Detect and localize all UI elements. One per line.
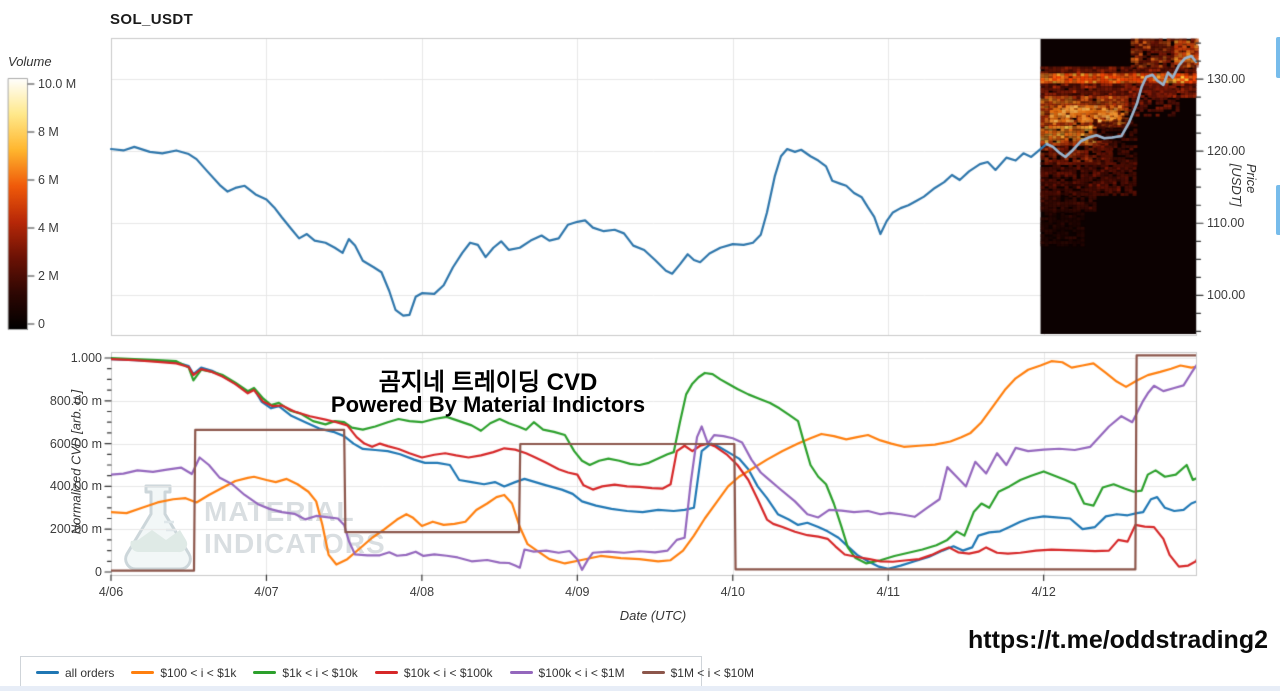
price-tick-label: 100.00 bbox=[1207, 288, 1246, 303]
legend-swatch-icon bbox=[374, 670, 398, 675]
cvd-tick-label: 800.00 m bbox=[49, 393, 102, 408]
cvd-axis-label: Normalized CVD [arb. u.] bbox=[68, 389, 84, 535]
legend-label: $10k < i < $100k bbox=[403, 665, 493, 680]
price-tick-label: 110.00 bbox=[1207, 216, 1245, 231]
colorbar-tick-label: 8 M bbox=[38, 125, 59, 139]
date-tick-label: 4/09 bbox=[565, 585, 590, 599]
cvd-tick-label: 0 bbox=[95, 565, 102, 579]
date-tick-label: 4/07 bbox=[254, 585, 279, 599]
right-edge-blue-bar-mid bbox=[1276, 185, 1280, 235]
cvd-tick-label: 1.000 bbox=[70, 350, 102, 365]
legend-item: $100k < i < $1M bbox=[509, 665, 625, 680]
date-tick-label: 4/06 bbox=[98, 585, 124, 599]
price-axis-label: Price [USDT] bbox=[1229, 163, 1259, 207]
legend-label: $1M < i < $10M bbox=[670, 665, 754, 680]
colorbar-tick-label: 4 M bbox=[38, 221, 59, 235]
date-tick-label: 4/08 bbox=[409, 585, 435, 599]
legend-swatch-icon bbox=[131, 670, 155, 675]
legend-item: all orders bbox=[36, 666, 114, 680]
cvd-tick-label: 200.00 m bbox=[49, 522, 102, 537]
colorbar-tick-label: 6 M bbox=[38, 173, 59, 187]
chart-title: SOL_USDT bbox=[110, 11, 194, 28]
overlay-title-korean: 곰지네 트레이딩 CVD bbox=[378, 369, 598, 396]
legend-label: $1k < i < $10k bbox=[282, 665, 358, 680]
legend-label: $100 < i < $1k bbox=[160, 665, 237, 680]
telegram-link[interactable]: https://t.me/oddstrading2 bbox=[968, 626, 1268, 654]
legend-item: $1k < i < $10k bbox=[253, 665, 358, 680]
legend-swatch-icon bbox=[509, 670, 533, 675]
date-tick-label: 4/12 bbox=[1031, 585, 1056, 599]
legend-swatch-icon bbox=[253, 670, 277, 675]
date-tick-label: 4/11 bbox=[876, 585, 900, 599]
cvd-tick-label: 600.00 m bbox=[49, 436, 102, 451]
volume-colorbar-label: Volume bbox=[8, 54, 52, 69]
legend-label: $100k < i < $1M bbox=[538, 665, 625, 680]
right-edge-blue-bar-top bbox=[1276, 37, 1280, 78]
date-axis-label: Date (UTC) bbox=[619, 608, 687, 623]
legend-item: $1M < i < $10M bbox=[641, 665, 754, 680]
colorbar-tick-label: 10.0 M bbox=[38, 77, 77, 91]
legend-label: all orders bbox=[65, 665, 115, 680]
legend-item: $100 < i < $1k bbox=[131, 666, 236, 680]
price-tick-label: 120.00 bbox=[1207, 144, 1246, 159]
cvd-tick-label: 400.00 m bbox=[49, 479, 102, 494]
overlay-powered-by: Powered By Material Indictors bbox=[330, 392, 646, 417]
bottom-edge-strip bbox=[0, 686, 1280, 691]
colorbar-tick-label: 2 M bbox=[38, 269, 59, 283]
date-tick-label: 4/10 bbox=[720, 585, 745, 599]
legend: all orders $100 < i < $1k $1k < i < $10k $1… bbox=[20, 656, 754, 689]
legend-item: $10k < i < $100k bbox=[374, 665, 493, 680]
legend-swatch-icon bbox=[641, 670, 665, 675]
price-tick-label: 130.00 bbox=[1207, 72, 1246, 87]
legend-swatch-icon bbox=[36, 670, 59, 675]
colorbar-tick-label: 0 bbox=[38, 317, 45, 331]
